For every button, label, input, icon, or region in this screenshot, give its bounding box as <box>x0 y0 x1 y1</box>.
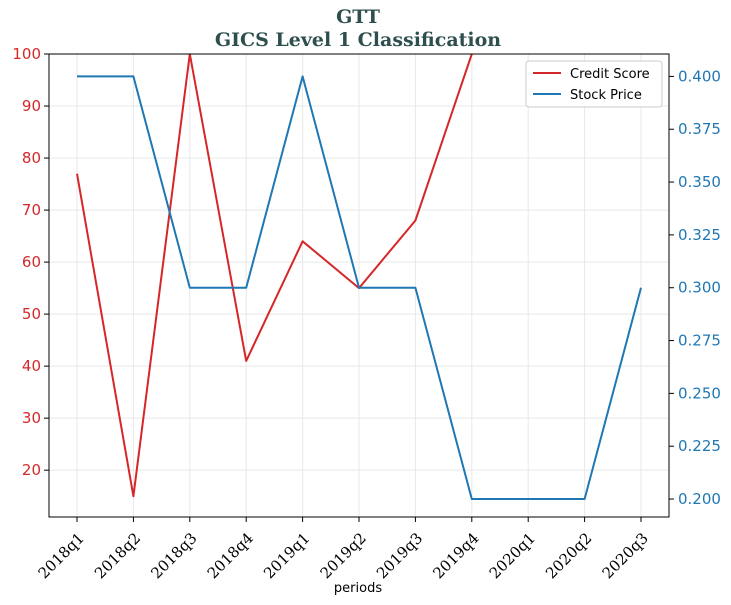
x-tick-label: 2018q2 <box>91 529 144 582</box>
x-tick-label: 2019q2 <box>317 529 370 582</box>
y-right-tick-label: 0.350 <box>678 173 721 191</box>
y-left-tick-label: 90 <box>22 97 41 115</box>
y-left-tick-label: 70 <box>22 201 41 219</box>
y-left-tick-label: 40 <box>22 357 41 375</box>
x-axis: 2018q1 2018q2 2018q3 2018q4 2019q1 2019q2 2019… <box>35 517 652 582</box>
y-left-tick-label: 50 <box>22 305 41 323</box>
series-line-credit-score <box>76 54 473 498</box>
chart-title: GTT <box>336 6 380 28</box>
y-left-tick-label: 80 <box>22 149 41 167</box>
x-tick-label: 2019q3 <box>373 529 426 582</box>
x-tick-label: 2019q4 <box>429 529 482 582</box>
y-left-tick-label: 60 <box>22 253 41 271</box>
y-right-tick-label: 0.375 <box>678 120 721 138</box>
y-left-tick-label: 100 <box>12 45 41 63</box>
y-left-tick-label: 20 <box>22 461 41 479</box>
x-tick-label: 2020q1 <box>486 529 539 582</box>
legend-label-stock-price: Stock Price <box>570 88 642 103</box>
x-tick-label: 2018q3 <box>147 529 200 582</box>
y-axis-right: 0.200 0.225 0.250 0.275 0.300 0.325 0.350 0.375… <box>669 67 721 508</box>
y-left-tick-label: 30 <box>22 409 41 427</box>
y-right-tick-label: 0.275 <box>678 332 721 350</box>
x-axis-label: periods <box>334 581 382 596</box>
x-tick-label: 2020q2 <box>542 529 595 582</box>
chart-subtitle: GICS Level 1 Classification <box>215 29 501 51</box>
y-axis-left: 20 30 40 50 60 70 80 90 100 <box>12 45 49 479</box>
y-right-tick-label: 0.250 <box>678 384 721 402</box>
x-tick-label: 2018q4 <box>204 529 257 582</box>
x-tick-label: 2018q1 <box>35 529 88 582</box>
y-right-tick-label: 0.400 <box>678 67 721 85</box>
x-tick-label: 2020q3 <box>599 529 652 582</box>
series-line-stock-price <box>77 75 642 500</box>
series-lines <box>76 54 642 500</box>
y-right-tick-label: 0.225 <box>678 437 721 455</box>
legend: Credit Score Stock Price <box>525 60 663 108</box>
legend-label-credit-score: Credit Score <box>570 67 650 82</box>
x-tick-label: 2019q1 <box>260 529 313 582</box>
y-right-tick-label: 0.300 <box>678 279 721 297</box>
y-right-tick-label: 0.325 <box>678 226 721 244</box>
y-right-tick-label: 0.200 <box>678 490 721 508</box>
